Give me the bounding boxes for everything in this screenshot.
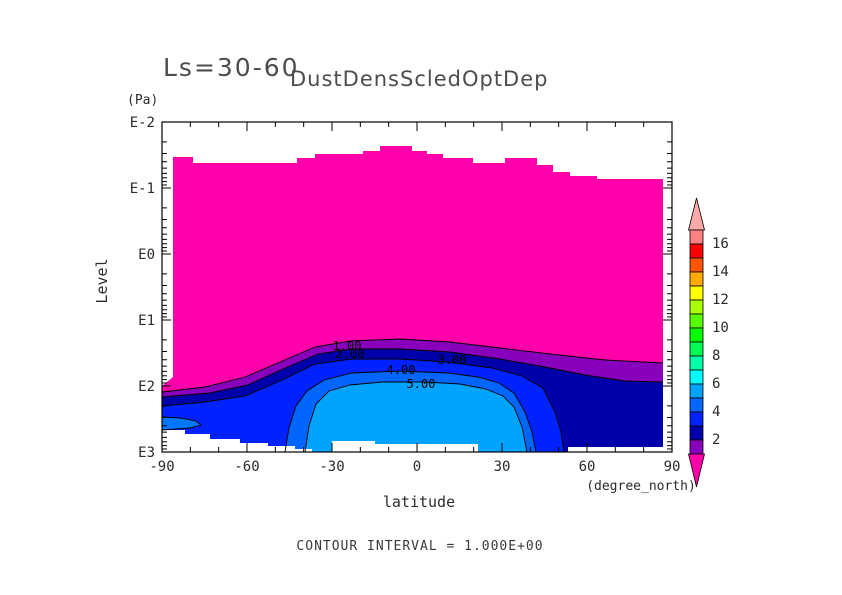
terrain-mask: [162, 430, 663, 452]
x-axis-label: latitude: [383, 493, 455, 511]
y-tick-label: E1: [138, 313, 155, 329]
contour-line-c4w: [161, 416, 202, 431]
terrain-white-region: [332, 441, 478, 452]
x-tick-label: 60: [579, 459, 596, 475]
season-title: Ls=30-60: [163, 53, 300, 82]
contour-value-labels: 1.002.00 3.00 4.005.00: [333, 339, 467, 391]
x-axis-unit: (degree_north): [586, 479, 696, 494]
colorbar-label: 10: [712, 320, 729, 336]
contour-line-c2: [161, 348, 664, 398]
colorbar-segment: [689, 271, 704, 287]
contour-value-label: 3.00: [438, 353, 467, 367]
y-tick-label: E-1: [130, 181, 155, 197]
terrain-white-region: [162, 430, 312, 452]
contour-value-label: 2.00: [336, 347, 365, 361]
contour-line-c1: [161, 338, 664, 393]
colorbar-segment: [689, 313, 704, 329]
plot-frame: [161, 121, 673, 453]
colorbar-segment: [689, 397, 704, 413]
colorbar-label: 2: [712, 432, 720, 448]
x-tick-label: 0: [413, 459, 421, 475]
contour-line-c4: [284, 370, 537, 453]
contour-line-c3: [161, 358, 565, 453]
colorbar-segment: [689, 369, 704, 385]
contour-value-label: 1.00: [333, 339, 362, 353]
y-tick-label: E-2: [130, 115, 155, 131]
band-5-6: [305, 382, 527, 452]
y-tick-label: E0: [138, 247, 155, 263]
colorbar-segment: [689, 411, 704, 427]
filled-contour-bands: [162, 146, 663, 452]
colorbar-label: 8: [712, 348, 720, 364]
axes-frame: [161, 121, 673, 453]
contour-line-c5: [304, 381, 528, 453]
colorbar-segment: [689, 285, 704, 301]
colorbar-label: 14: [712, 264, 729, 280]
contour-interval-label: CONTOUR INTERVAL = 1.000E+00: [296, 539, 543, 554]
variable-title: DustDensScledOptDep: [290, 67, 548, 91]
y-axis-unit: (Pa): [127, 93, 158, 108]
x-tick-label: -30: [319, 459, 344, 475]
y-axis-label: Level: [93, 258, 111, 303]
x-tick-label: -90: [149, 459, 174, 475]
x-tick-label: 30: [494, 459, 511, 475]
colorbar-segment: [689, 327, 704, 343]
colorbar-segment: [689, 299, 704, 315]
colorbar-segment: [689, 341, 704, 357]
colorbar-segment: [689, 425, 704, 441]
colorbar-segment: [689, 383, 704, 399]
colorbar-label: 16: [712, 236, 729, 252]
colorbar-arrow-top: [687, 197, 706, 231]
colorbar-label: 4: [712, 404, 720, 420]
colorbar-label: 12: [712, 292, 729, 308]
colorbar: 16 14 12 10 8 6 4 2: [687, 197, 729, 488]
x-tick-label: 90: [664, 459, 681, 475]
colorbar-segment: [689, 439, 704, 455]
x-tick-label: -60: [234, 459, 259, 475]
contour-value-label: 4.00: [387, 363, 416, 377]
colorbar-segment: [689, 243, 704, 259]
y-tick-label: E2: [138, 379, 155, 395]
contour-value-label: 5.00: [407, 377, 436, 391]
x-tick-labels: -90 -60 -30 0 30 60 90: [149, 459, 680, 475]
colorbar-label: 6: [712, 376, 720, 392]
colorbar-arrow-bottom: [687, 453, 706, 488]
contour-lines: [161, 338, 664, 453]
colorbar-segment: [689, 257, 704, 273]
colorbar-segment: [689, 355, 704, 371]
y-tick-label: E3: [138, 445, 155, 461]
y-tick-labels: E-2 E-1 E0 E1 E2 E3: [130, 115, 155, 461]
colorbar-segment: [689, 229, 704, 245]
